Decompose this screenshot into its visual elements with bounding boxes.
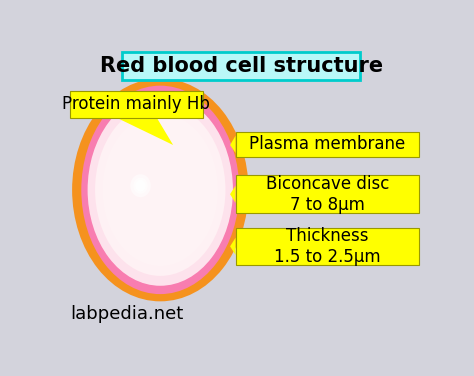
FancyBboxPatch shape	[236, 132, 419, 156]
Text: Thickness
1.5 to 2.5μm: Thickness 1.5 to 2.5μm	[274, 227, 381, 266]
Ellipse shape	[133, 153, 188, 226]
Ellipse shape	[125, 144, 195, 236]
Text: Plasma membrane: Plasma membrane	[249, 135, 406, 153]
Text: Protein mainly Hb: Protein mainly Hb	[63, 96, 210, 114]
Ellipse shape	[102, 114, 218, 266]
FancyBboxPatch shape	[70, 91, 202, 117]
Ellipse shape	[95, 104, 226, 276]
Ellipse shape	[118, 133, 203, 246]
Ellipse shape	[110, 124, 210, 256]
Ellipse shape	[133, 178, 147, 194]
Ellipse shape	[88, 94, 233, 286]
Polygon shape	[230, 185, 236, 203]
FancyBboxPatch shape	[122, 52, 360, 80]
Text: Biconcave disc
7 to 8μm: Biconcave disc 7 to 8μm	[266, 175, 389, 214]
Ellipse shape	[82, 86, 239, 294]
Ellipse shape	[130, 174, 151, 197]
Polygon shape	[230, 136, 236, 153]
Polygon shape	[116, 117, 173, 145]
FancyBboxPatch shape	[236, 227, 419, 265]
Ellipse shape	[136, 180, 146, 191]
Text: labpedia.net: labpedia.net	[70, 305, 183, 323]
Ellipse shape	[137, 182, 144, 189]
Text: Red blood cell structure: Red blood cell structure	[100, 56, 383, 76]
FancyBboxPatch shape	[236, 175, 419, 213]
Polygon shape	[230, 238, 236, 255]
Ellipse shape	[72, 79, 248, 301]
